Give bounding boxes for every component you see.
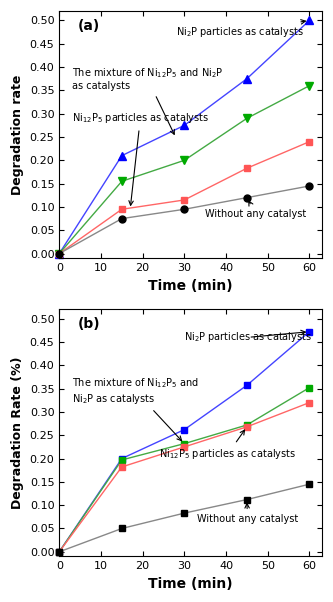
Text: (b): (b) bbox=[78, 317, 100, 330]
Text: (a): (a) bbox=[78, 19, 100, 33]
Text: Without any catalyst: Without any catalyst bbox=[197, 504, 298, 524]
Y-axis label: Degradation rate: Degradation rate bbox=[11, 75, 24, 195]
Text: The mixture of Ni$_{12}$P$_5$ and Ni$_2$P
as catalysts: The mixture of Ni$_{12}$P$_5$ and Ni$_2$… bbox=[72, 66, 223, 134]
Text: The mixture of Ni$_{12}$P$_5$ and
Ni$_2$P as catalysts: The mixture of Ni$_{12}$P$_5$ and Ni$_2$… bbox=[72, 376, 199, 441]
Text: Without any catalyst: Without any catalyst bbox=[205, 201, 306, 219]
Y-axis label: Degradation Rate (%): Degradation Rate (%) bbox=[11, 356, 24, 509]
Text: Ni$_{12}$P$_5$ particles as catalysts: Ni$_{12}$P$_5$ particles as catalysts bbox=[72, 111, 209, 205]
Text: Ni$_2$P particles as catalysts: Ni$_2$P particles as catalysts bbox=[184, 330, 312, 344]
X-axis label: Time (min): Time (min) bbox=[148, 577, 233, 591]
Text: Ni$_{12}$P$_5$ particles as catalysts: Ni$_{12}$P$_5$ particles as catalysts bbox=[159, 430, 296, 461]
X-axis label: Time (min): Time (min) bbox=[148, 279, 233, 293]
Text: Ni$_2$P particles as catalysts: Ni$_2$P particles as catalysts bbox=[176, 20, 305, 39]
